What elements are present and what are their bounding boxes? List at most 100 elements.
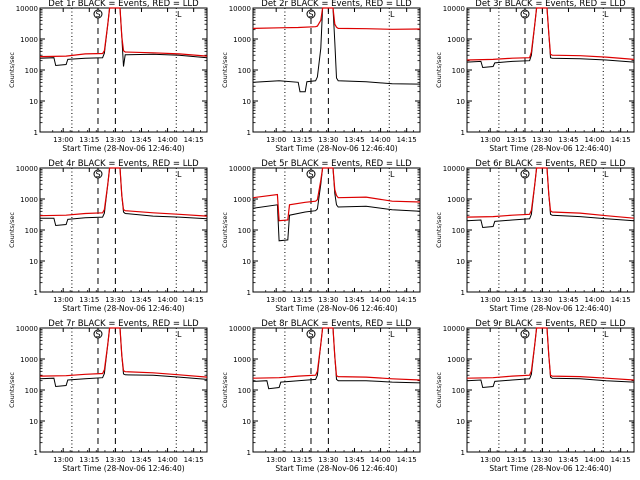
detector-panel: Det 9r BLACK = Events, RED = LLD Counts/s… <box>435 319 635 473</box>
x-tick-label: 13:30 <box>318 296 338 304</box>
plot-title: Det 8r BLACK = Events, RED = LLD <box>261 319 412 329</box>
marker-symbol-label: L <box>177 10 182 19</box>
x-tick-label: 14:00 <box>370 456 390 464</box>
x-tick-label: 14:00 <box>584 296 604 304</box>
x-tick-label: 14:15 <box>611 456 631 464</box>
plot-title: Det 7r BLACK = Events, RED = LLD <box>48 319 199 329</box>
y-axis-label: Counts/sec <box>435 52 443 88</box>
marker-symbol-label: S <box>308 170 313 179</box>
y-tick-label: 1000 <box>447 356 465 364</box>
y-tick-label: 100 <box>238 227 251 235</box>
x-tick-label: 13:30 <box>318 136 338 144</box>
lld-series-line <box>466 327 635 381</box>
y-tick-label: 10 <box>456 418 465 426</box>
saa-marker-icon <box>93 9 103 19</box>
y-tick-label: 1000 <box>20 196 38 204</box>
detector-panel: Det 7r BLACK = Events, RED = LLD Counts/s… <box>8 319 208 473</box>
x-tick-label: 13:15 <box>506 136 526 144</box>
x-tick-label: 13:00 <box>480 456 500 464</box>
lld-series-line <box>252 167 421 222</box>
plot-title: Det 9r BLACK = Events, RED = LLD <box>475 319 626 329</box>
detector-panel: Det 6r BLACK = Events, RED = LLD Counts/s… <box>435 159 635 313</box>
x-axis-label: Start Time (28-Nov-06 12:46:40) <box>62 144 184 153</box>
y-tick-label: 100 <box>25 387 38 395</box>
x-axis-label: Start Time (28-Nov-06 12:46:40) <box>62 304 184 313</box>
x-tick-label: 14:00 <box>157 136 177 144</box>
x-tick-label: 14:00 <box>370 296 390 304</box>
marker-symbol-label: L <box>604 170 609 179</box>
x-tick-label: 13:30 <box>532 296 552 304</box>
lld-series-line <box>466 7 635 61</box>
y-tick-label: 100 <box>238 67 251 75</box>
y-axis-label: Counts/sec <box>435 212 443 248</box>
detector-panel: Det 4r BLACK = Events, RED = LLD Counts/s… <box>8 159 208 313</box>
plot-title: Det 1r BLACK = Events, RED = LLD <box>48 0 199 9</box>
plot-frame <box>39 167 208 293</box>
y-tick-label: 1000 <box>447 196 465 204</box>
events-series-line <box>39 327 208 388</box>
y-tick-label: 1000 <box>447 36 465 44</box>
marker-symbol-label: L <box>177 170 182 179</box>
lld-series-line <box>39 7 208 58</box>
y-tick-label: 10000 <box>443 325 465 333</box>
y-tick-label: 1 <box>461 129 465 137</box>
plot-frame <box>252 327 421 453</box>
y-tick-label: 10000 <box>16 165 38 173</box>
lld-series-line <box>252 327 421 381</box>
x-tick-label: 13:45 <box>131 136 151 144</box>
x-tick-label: 13:30 <box>105 296 125 304</box>
y-tick-label: 100 <box>452 387 465 395</box>
events-series-line <box>252 327 421 390</box>
plot-title: Det 4r BLACK = Events, RED = LLD <box>48 159 199 169</box>
saa-marker-icon <box>520 9 530 19</box>
saa-marker-icon <box>520 169 530 179</box>
x-tick-label: 13:00 <box>53 136 73 144</box>
x-axis-label: Start Time (28-Nov-06 12:46:40) <box>489 464 611 473</box>
plot-frame <box>39 7 208 133</box>
events-series-line <box>252 167 421 242</box>
x-tick-label: 14:00 <box>584 136 604 144</box>
detector-panel: Det 3r BLACK = Events, RED = LLD Counts/s… <box>435 0 635 153</box>
y-tick-label: 1000 <box>20 356 38 364</box>
x-tick-label: 13:30 <box>532 456 552 464</box>
plot-title: Det 3r BLACK = Events, RED = LLD <box>475 0 626 9</box>
saa-marker-icon <box>520 329 530 339</box>
y-tick-label: 1 <box>247 129 251 137</box>
y-tick-label: 10 <box>242 418 251 426</box>
saa-marker-icon <box>93 329 103 339</box>
x-tick-label: 13:45 <box>344 136 364 144</box>
y-tick-label: 1000 <box>20 36 38 44</box>
detector-panel: Det 1r BLACK = Events, RED = LLD Counts/s… <box>8 0 208 153</box>
marker-symbol-label: S <box>522 170 527 179</box>
y-tick-label: 10000 <box>229 165 251 173</box>
x-tick-label: 13:45 <box>344 296 364 304</box>
y-tick-label: 10000 <box>443 5 465 13</box>
marker-symbol-label: L <box>604 330 609 339</box>
x-tick-label: 13:15 <box>506 456 526 464</box>
x-axis-label: Start Time (28-Nov-06 12:46:40) <box>489 144 611 153</box>
x-axis-label: Start Time (28-Nov-06 12:46:40) <box>489 304 611 313</box>
y-tick-label: 10 <box>242 258 251 266</box>
marker-symbol-label: L <box>604 10 609 19</box>
y-axis-label: Counts/sec <box>8 372 16 408</box>
y-axis-label: Counts/sec <box>8 212 16 248</box>
y-tick-label: 10 <box>456 98 465 106</box>
x-tick-label: 13:30 <box>105 456 125 464</box>
y-tick-label: 1000 <box>233 36 251 44</box>
y-tick-label: 1 <box>461 449 465 457</box>
marker-symbol-label: L <box>390 10 395 19</box>
y-axis-label: Counts/sec <box>221 52 229 88</box>
y-tick-label: 10000 <box>16 325 38 333</box>
events-series-line <box>40 167 208 227</box>
x-tick-label: 14:15 <box>397 136 417 144</box>
x-tick-label: 13:15 <box>292 296 312 304</box>
y-tick-label: 10 <box>456 258 465 266</box>
y-tick-label: 1 <box>34 129 38 137</box>
x-tick-label: 14:00 <box>370 136 390 144</box>
events-series-line <box>466 167 635 229</box>
x-tick-label: 13:00 <box>266 456 286 464</box>
x-tick-label: 13:30 <box>318 456 338 464</box>
x-tick-label: 13:15 <box>79 136 99 144</box>
events-series-line <box>39 7 208 67</box>
x-tick-label: 14:15 <box>184 296 204 304</box>
